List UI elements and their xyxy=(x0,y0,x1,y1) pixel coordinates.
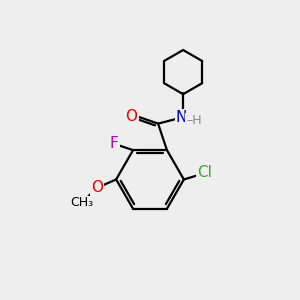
Text: CH₃: CH₃ xyxy=(71,196,94,209)
Text: Cl: Cl xyxy=(198,166,212,181)
Text: F: F xyxy=(110,136,118,151)
Text: O: O xyxy=(91,180,103,195)
Text: O: O xyxy=(126,109,138,124)
Text: –H: –H xyxy=(186,114,202,127)
Text: N: N xyxy=(176,110,187,125)
